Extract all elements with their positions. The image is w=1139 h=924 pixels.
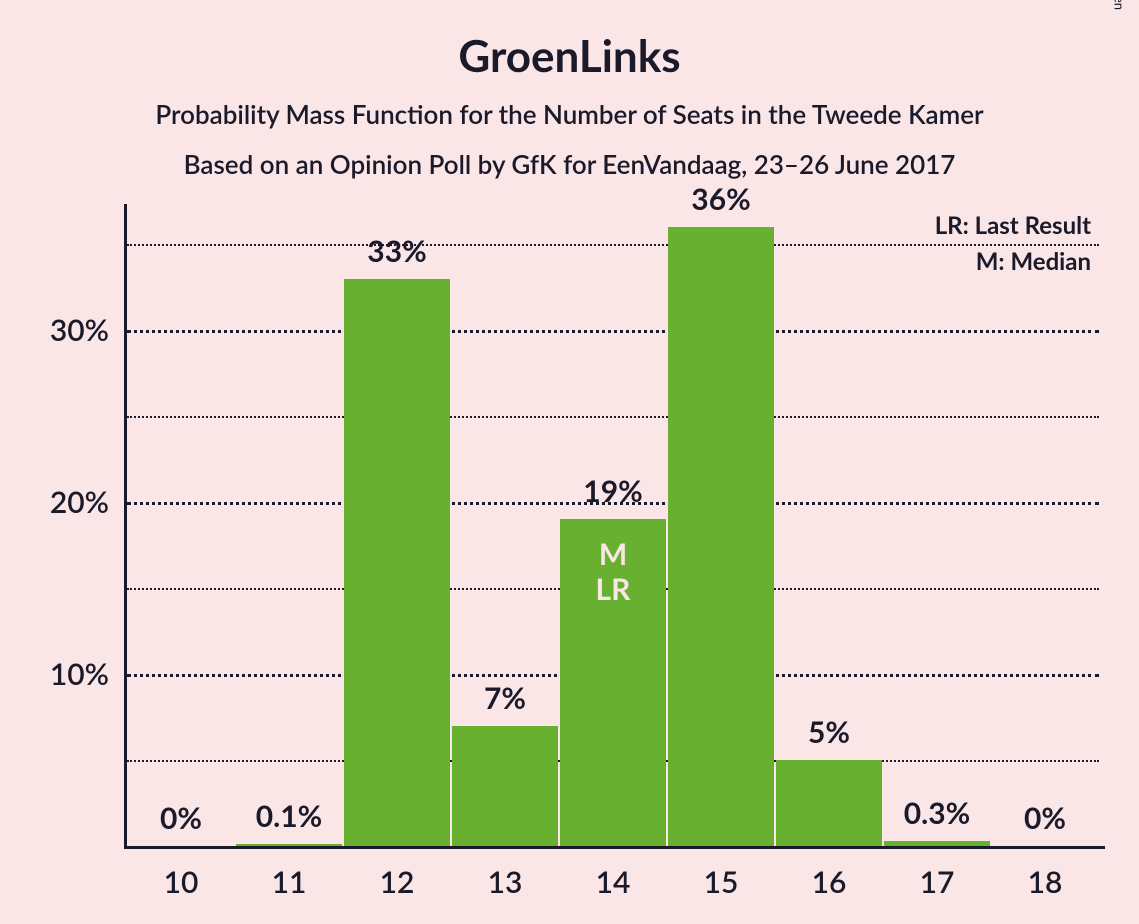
gridline (127, 416, 1099, 418)
x-axis-tick-label: 15 (704, 846, 739, 900)
y-axis-tick-label: 20% (50, 484, 127, 520)
plot-area: 10%20%30%0%0.1%33%7%19%MLR36%5%0.3%0%101… (127, 210, 1099, 846)
gridline (127, 244, 1099, 246)
bar (668, 227, 775, 846)
bar-marker-line: LR (596, 572, 631, 607)
bar (452, 726, 559, 846)
y-axis-tick-label: 10% (50, 656, 127, 692)
x-axis (124, 846, 1105, 849)
bar-value-label: 19% (583, 473, 642, 509)
bar-value-label: 7% (484, 680, 526, 716)
bar-value-label: 0.1% (256, 798, 323, 834)
chart-title: GroenLinks (0, 30, 1139, 82)
bar (776, 760, 883, 846)
x-axis-tick-label: 14 (596, 846, 631, 900)
bar-value-label: 33% (367, 233, 426, 269)
bar-value-label: 0.3% (904, 795, 971, 831)
x-axis-tick-label: 17 (920, 846, 955, 900)
bar-value-label: 0% (1024, 800, 1066, 836)
bar-marker-line: M (596, 537, 631, 572)
bar-value-label: 36% (691, 181, 750, 217)
chart-subtitle-1: Probability Mass Function for the Number… (0, 98, 1139, 130)
x-axis-tick-label: 13 (488, 846, 523, 900)
x-axis-tick-label: 10 (164, 846, 199, 900)
x-axis-tick-label: 16 (812, 846, 847, 900)
copyright-text: © 2020 Filip van Laenen (1112, 0, 1128, 10)
y-axis-tick-label: 30% (50, 312, 127, 348)
gridline (127, 330, 1099, 333)
chart-canvas: GroenLinks Probability Mass Function for… (0, 0, 1139, 924)
x-axis-tick-label: 11 (272, 846, 307, 900)
bar (344, 279, 451, 846)
chart-subtitle-2: Based on an Opinion Poll by GfK for EenV… (0, 148, 1139, 180)
bar-value-label: 5% (808, 714, 850, 750)
x-axis-tick-label: 18 (1028, 846, 1063, 900)
y-axis (124, 204, 127, 849)
x-axis-tick-label: 12 (380, 846, 415, 900)
bar-value-label: 0% (160, 800, 202, 836)
bar-marker: MLR (596, 537, 631, 606)
